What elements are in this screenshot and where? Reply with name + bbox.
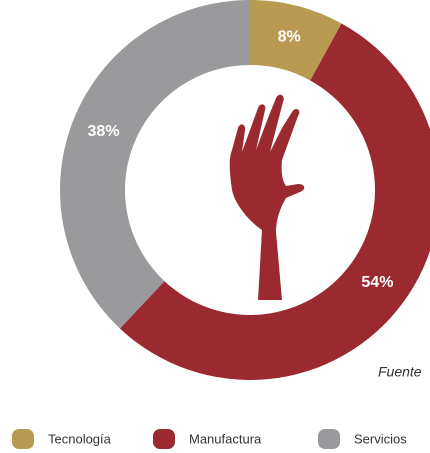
source-note: Fuente	[378, 364, 422, 380]
legend-swatch	[153, 429, 175, 449]
donut-slice	[60, 0, 250, 329]
value-label: 54%	[361, 274, 393, 291]
value-label: 38%	[88, 123, 120, 140]
value-label: 8%	[278, 29, 301, 46]
legend: Tecnología Manufactura Servicios	[12, 429, 407, 449]
legend-label: Servicios	[354, 431, 407, 446]
legend-label: Tecnología	[48, 431, 112, 446]
chart: 8% 54% 38% Fuente Tecnología Manufactura Ser…	[0, 0, 430, 453]
hand-icon	[230, 95, 305, 300]
legend-swatch	[318, 429, 340, 449]
legend-swatch	[12, 429, 34, 449]
legend-label: Manufactura	[189, 431, 262, 446]
